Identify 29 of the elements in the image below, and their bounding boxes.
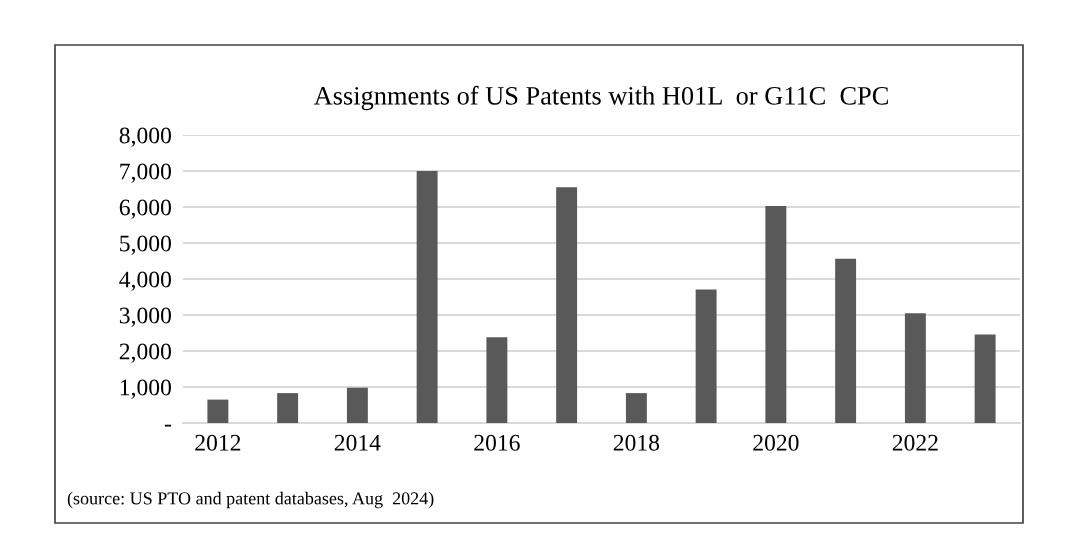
y-tick-label: 5,000 <box>120 235 171 255</box>
bar <box>904 313 926 423</box>
bar <box>416 171 438 423</box>
bar <box>835 258 857 423</box>
y-tick-label: 4,000 <box>119 271 171 291</box>
x-tick-label: 2016 <box>474 434 520 451</box>
x-tick-label: 2014 <box>334 434 381 451</box>
bar <box>556 187 578 423</box>
y-tick-label: 8,000 <box>119 127 171 147</box>
y-tick-label: - <box>164 424 172 427</box>
y-tick-label: 2,000 <box>119 343 171 363</box>
x-tick-label: 2022 <box>892 434 938 451</box>
x-tick-label: 2018 <box>613 434 660 451</box>
bar <box>486 337 508 423</box>
y-tick-label: 3,000 <box>119 307 171 327</box>
y-tick-label: 6,000 <box>119 199 171 219</box>
x-tick-label: 2020 <box>753 434 799 451</box>
y-tick-label: 1,000 <box>120 379 171 399</box>
bar <box>974 334 996 423</box>
bar <box>277 393 299 423</box>
bar <box>346 387 368 423</box>
bar <box>625 393 647 423</box>
bar <box>765 205 787 423</box>
bar <box>695 289 717 423</box>
x-tick-label: 2012 <box>195 434 241 451</box>
text: (source: US PTO and patent databases, Aug 2024) <box>67 491 434 509</box>
bar <box>207 399 229 423</box>
chart-title: Assignments of US Patents with H01L or G11C CPC <box>313 85 888 111</box>
y-tick-label: 7,000 <box>120 163 171 183</box>
